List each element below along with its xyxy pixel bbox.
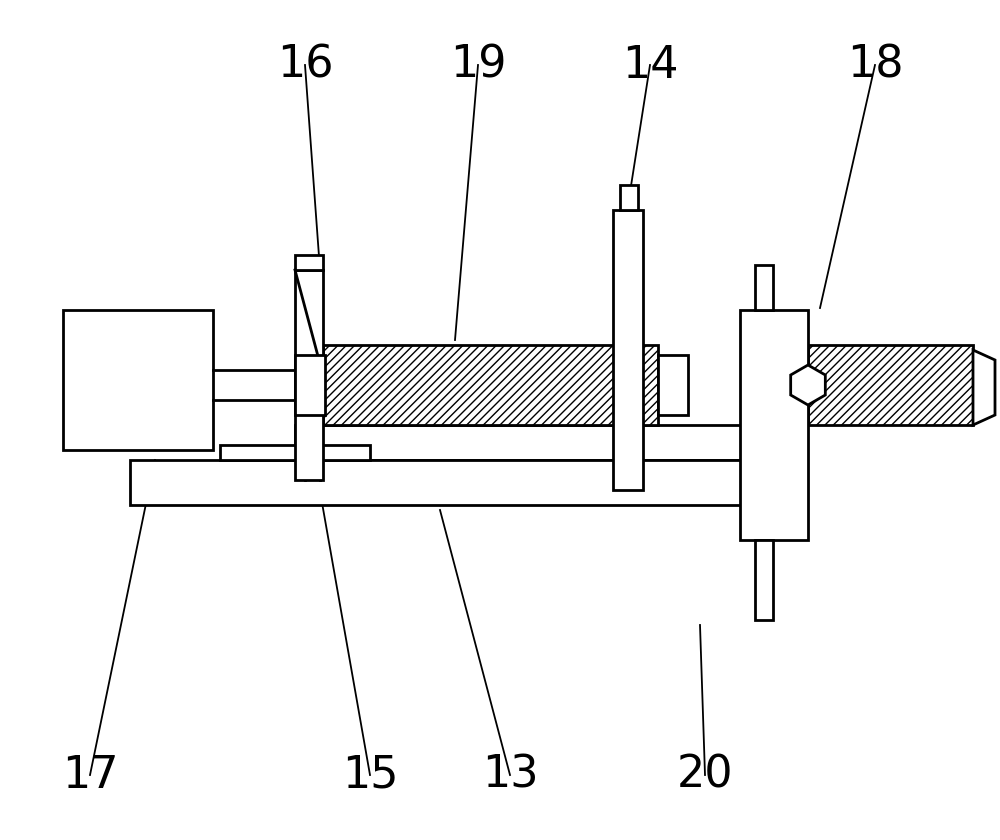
Bar xyxy=(295,355,325,415)
Bar xyxy=(755,540,773,620)
Bar xyxy=(63,310,213,450)
Text: 13: 13 xyxy=(482,753,538,796)
Text: 20: 20 xyxy=(677,753,733,796)
Bar xyxy=(620,185,638,210)
Bar xyxy=(295,425,760,460)
Polygon shape xyxy=(973,350,995,425)
Bar xyxy=(323,345,658,425)
Text: 14: 14 xyxy=(622,44,678,87)
Text: 16: 16 xyxy=(277,44,333,87)
Bar xyxy=(220,445,370,460)
Bar xyxy=(295,255,323,270)
Text: 19: 19 xyxy=(450,44,506,87)
Bar xyxy=(740,310,808,540)
Bar xyxy=(808,345,973,425)
Text: 15: 15 xyxy=(342,753,398,796)
Bar xyxy=(295,270,323,480)
Polygon shape xyxy=(791,365,825,405)
Text: 18: 18 xyxy=(847,44,903,87)
Bar xyxy=(613,210,643,490)
Bar xyxy=(658,355,688,415)
Text: 17: 17 xyxy=(62,753,118,796)
Bar xyxy=(755,265,773,310)
Bar xyxy=(130,460,760,505)
